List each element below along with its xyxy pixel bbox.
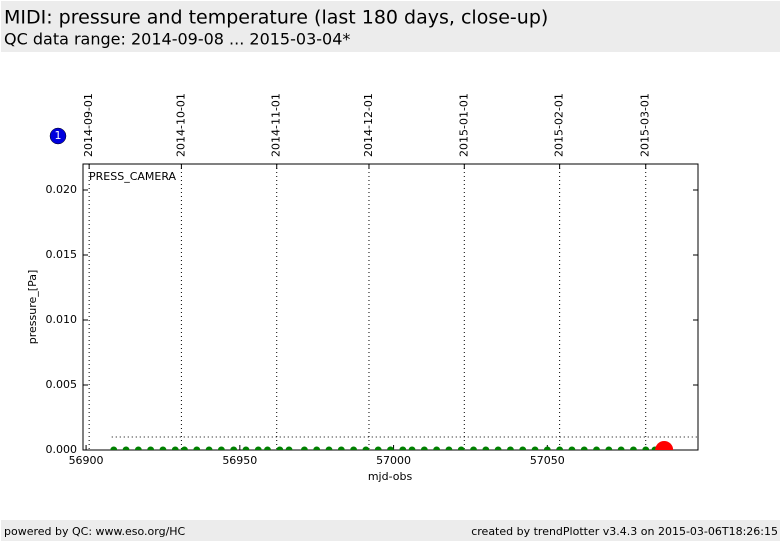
- data-point: [230, 446, 238, 450]
- x-axis-label: mjd-obs: [368, 470, 413, 483]
- date-tick-label: 2014-12-01: [362, 93, 375, 157]
- date-tick-label: 2015-01-01: [457, 93, 470, 157]
- data-point: [593, 446, 601, 450]
- data-point: [531, 446, 539, 450]
- subtitle: QC data range: 2014-09-08 ... 2015-03-04…: [4, 30, 350, 49]
- data-point: [147, 446, 155, 450]
- header-band: [1, 1, 780, 52]
- data-point: [264, 446, 271, 450]
- data-point: [337, 446, 345, 450]
- badge: 1: [55, 129, 62, 142]
- x-tick-label: 57000: [376, 454, 411, 467]
- data-point: [171, 446, 179, 450]
- data-point: [519, 446, 527, 450]
- date-tick-label: 2015-02-01: [553, 93, 566, 157]
- data-point: [374, 446, 382, 450]
- plot-frame: [82, 163, 699, 451]
- data-point: [254, 446, 262, 450]
- x-tick-label: 56900: [69, 454, 104, 467]
- badge-circle: [49, 127, 67, 145]
- footer-right: created by trendPlotter v3.4.3 on 2015-0…: [471, 525, 778, 538]
- y-tick-label: 0.015: [46, 248, 78, 261]
- data-point: [300, 446, 308, 450]
- data-point: [180, 446, 188, 450]
- y-tick-label: 0.005: [46, 378, 78, 391]
- data-point: [276, 446, 284, 450]
- data-point: [457, 446, 465, 450]
- data-point: [159, 446, 167, 450]
- data-point: [543, 446, 551, 450]
- footer-left: powered by QC: www.eso.org/HC: [4, 525, 186, 538]
- data-point: [420, 446, 428, 450]
- footer-band: [1, 520, 780, 541]
- date-tick-label: 2015-03-01: [639, 93, 652, 157]
- data-point: [445, 446, 453, 450]
- data-point: [205, 446, 213, 450]
- data-point: [408, 446, 416, 450]
- data-point: [325, 446, 333, 450]
- data-point: [122, 446, 130, 450]
- data-point: [217, 446, 225, 450]
- data-point: [110, 446, 118, 450]
- date-tick-label: 2014-09-01: [82, 93, 95, 157]
- data-point: [242, 446, 250, 450]
- data-point: [655, 441, 674, 450]
- y-tick-label: 0.020: [46, 183, 78, 196]
- data-point: [313, 446, 321, 450]
- y-tick-label: 0.000: [46, 443, 78, 456]
- date-tick-label: 2014-10-01: [174, 93, 187, 157]
- x-tick-label: 57050: [530, 454, 565, 467]
- data-point: [494, 446, 502, 450]
- data-point: [482, 446, 490, 450]
- panel-label: PRESS_CAMERA: [89, 170, 177, 183]
- data-point: [642, 446, 650, 450]
- data-point: [285, 446, 293, 450]
- data-point: [568, 446, 576, 450]
- title: MIDI: pressure and temperature (last 180…: [4, 7, 548, 29]
- data-point: [134, 446, 142, 450]
- data-point: [362, 446, 370, 450]
- data-point: [399, 446, 407, 450]
- data-point: [193, 446, 201, 450]
- data-point: [580, 446, 588, 450]
- data-point: [506, 446, 514, 450]
- y-tick-label: 0.010: [46, 313, 78, 326]
- data-point: [433, 446, 441, 450]
- data-point: [350, 446, 358, 450]
- date-tick-label: 2014-11-01: [270, 93, 283, 157]
- data-point: [387, 446, 394, 450]
- data-point: [617, 446, 625, 450]
- data-point: [470, 446, 478, 450]
- data-point: [605, 446, 613, 450]
- x-tick-label: 56950: [222, 454, 257, 467]
- data-point: [629, 446, 637, 450]
- data-point: [556, 446, 564, 450]
- y-axis-label: pressure_[Pa]: [26, 270, 39, 344]
